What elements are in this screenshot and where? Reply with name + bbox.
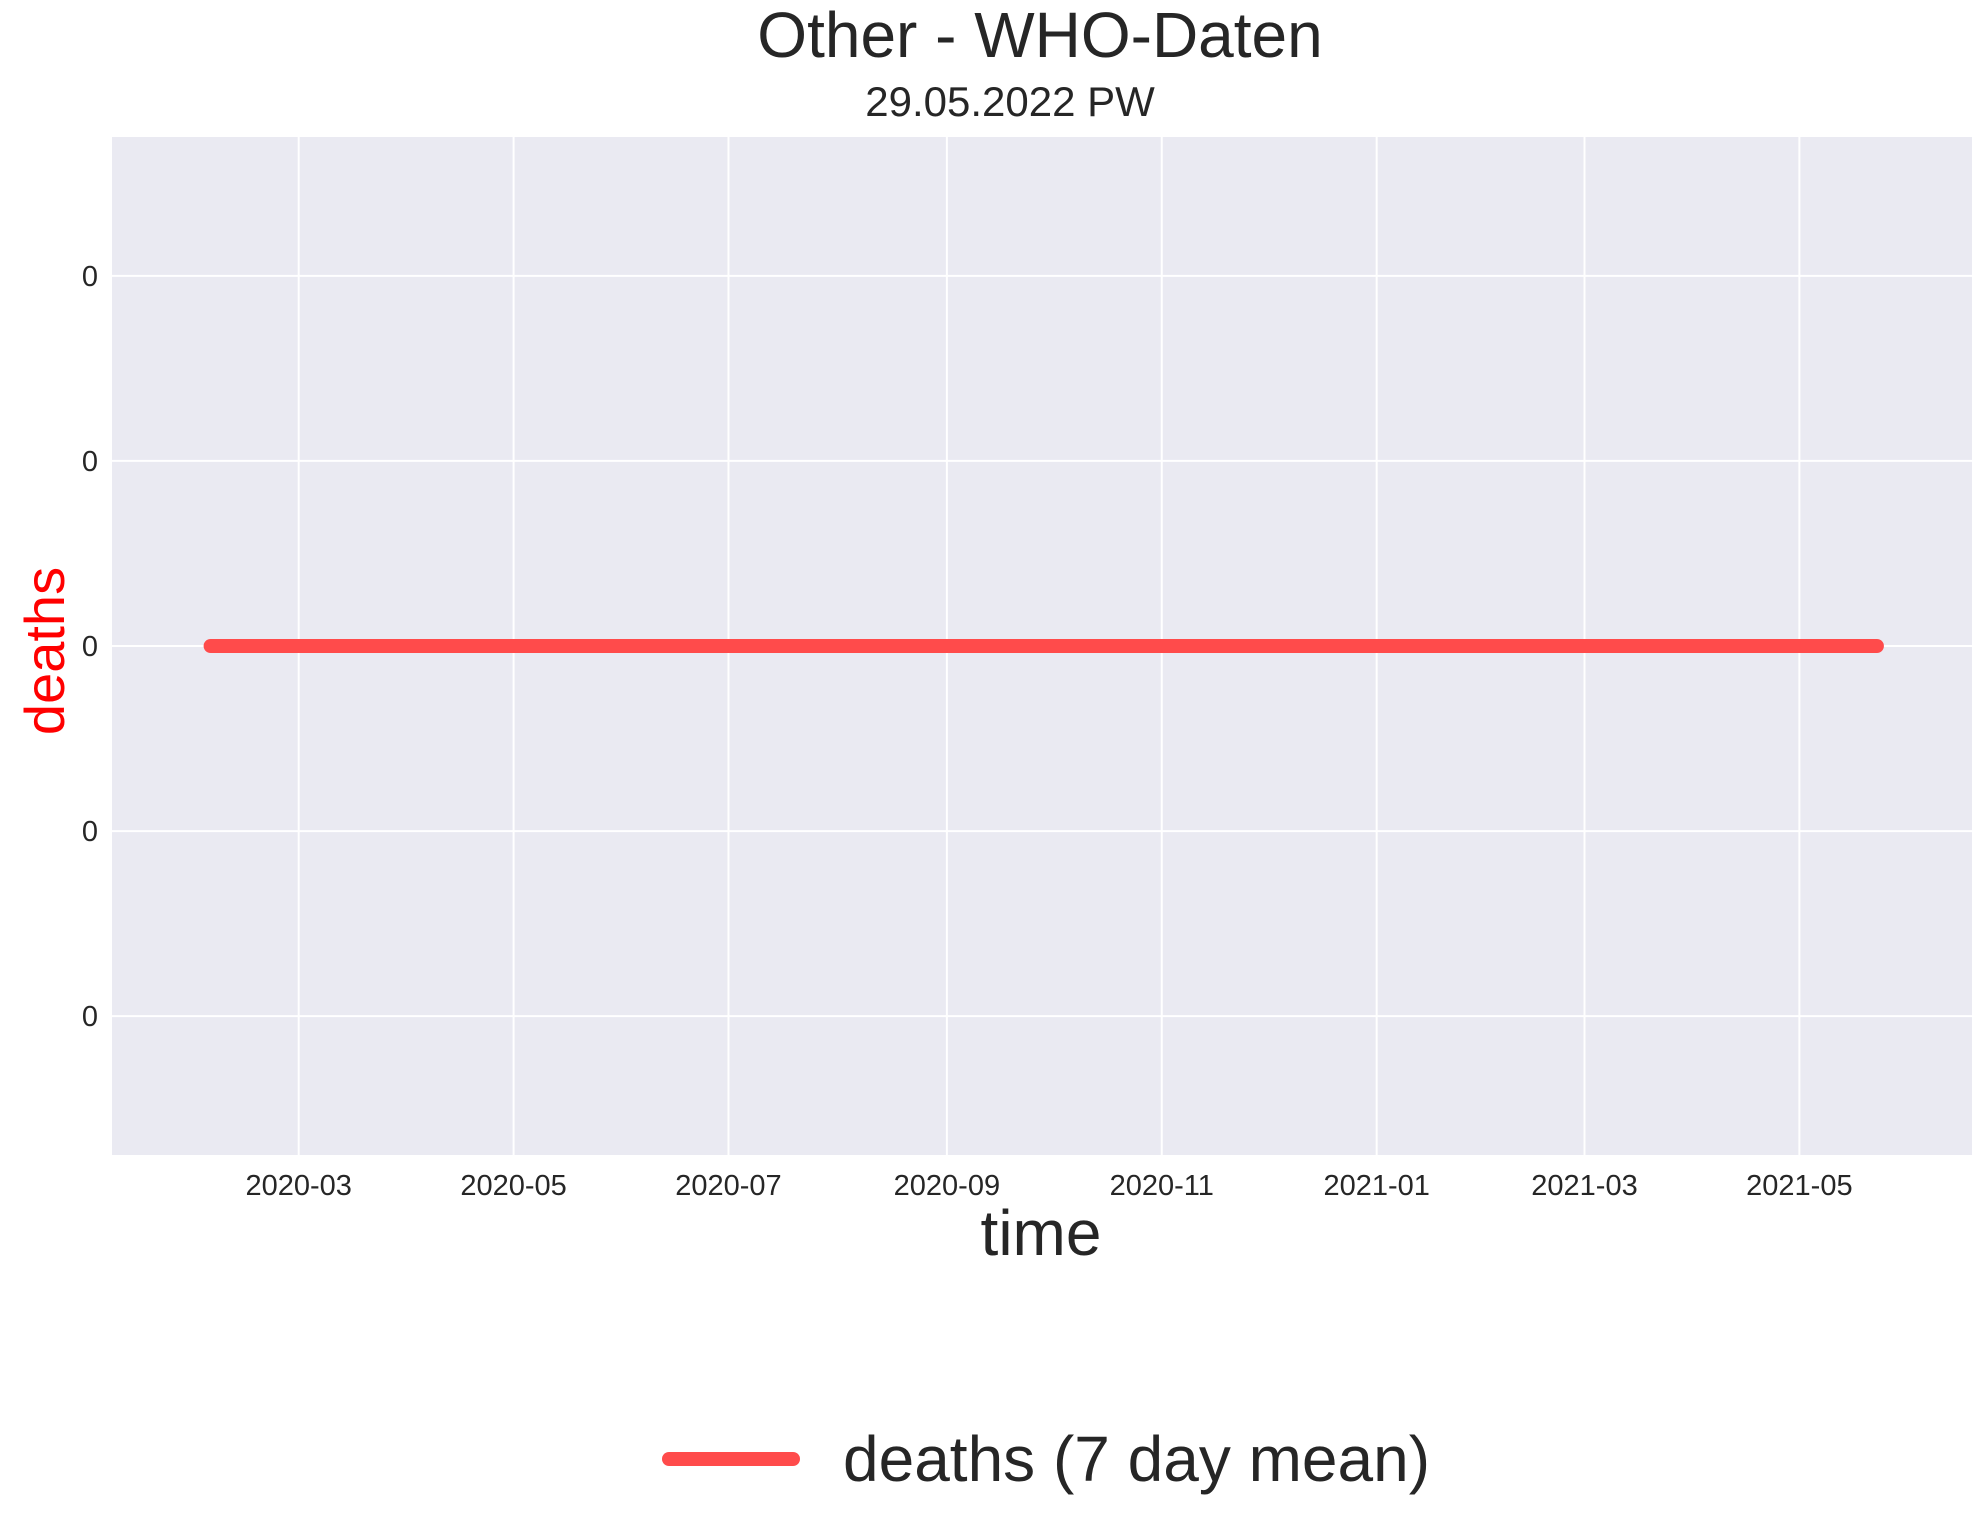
chart-subtitle: 29.05.2022 PW <box>865 78 1155 125</box>
legend: deaths (7 day mean) <box>662 1423 1430 1495</box>
y-tick-label: 0 <box>82 261 98 293</box>
x-tick-label: 2021-03 <box>1531 1170 1637 1202</box>
x-tick-label: 2020-07 <box>675 1170 781 1202</box>
y-tick-label: 0 <box>82 1001 98 1033</box>
y-tick-label: 0 <box>82 631 98 663</box>
legend-label: deaths (7 day mean) <box>843 1423 1430 1495</box>
y-axis-ticks: 0 0 0 0 0 <box>82 261 98 1033</box>
x-tick-label: 2020-09 <box>894 1170 1000 1202</box>
y-tick-label: 0 <box>82 816 98 848</box>
y-axis-label: deaths <box>13 567 76 735</box>
chart-title: Other - WHO-Daten <box>757 0 1322 71</box>
x-tick-label: 2020-05 <box>460 1170 566 1202</box>
x-axis-ticks: 2020-03 2020-05 2020-07 2020-09 2020-11 2021-… <box>245 1170 1852 1202</box>
x-tick-label: 2020-11 <box>1110 1170 1214 1202</box>
x-tick-label: 2021-05 <box>1746 1170 1852 1202</box>
x-tick-label: 2020-03 <box>245 1170 351 1202</box>
y-tick-label: 0 <box>82 446 98 478</box>
x-axis-label: time <box>981 1197 1102 1269</box>
x-tick-label: 2021-01 <box>1323 1170 1429 1202</box>
